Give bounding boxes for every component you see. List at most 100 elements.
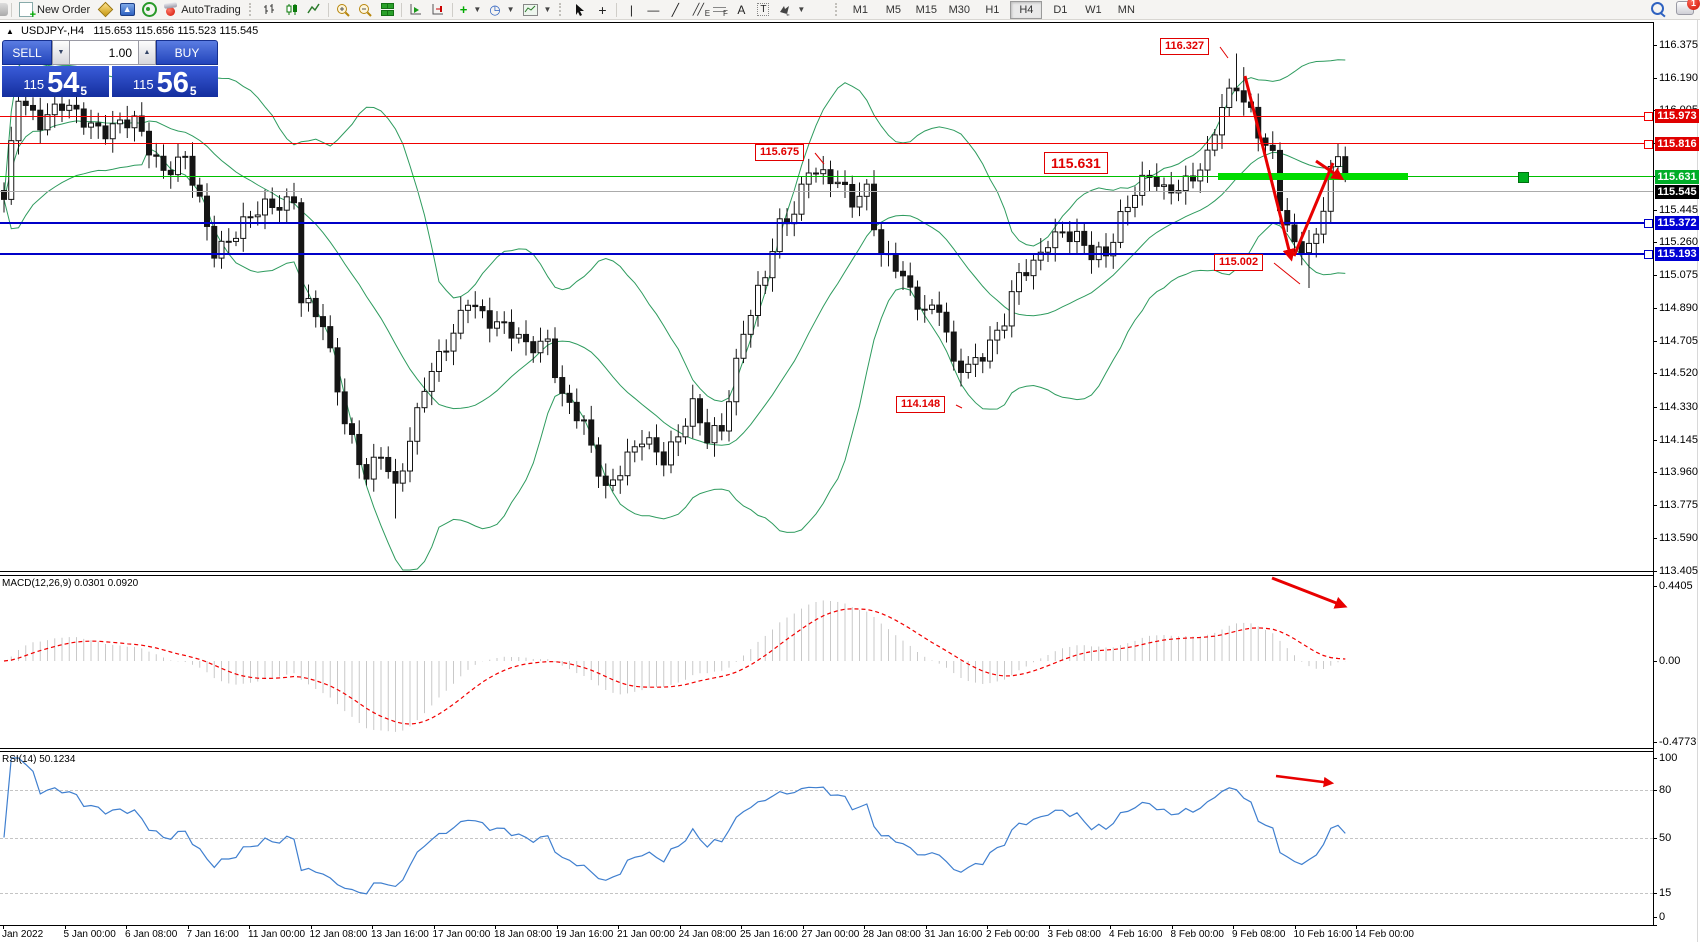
- rsi-level-line: [0, 837, 1653, 839]
- window-right-edge: [1697, 20, 1698, 942]
- label-tool-button[interactable]: T: [752, 2, 774, 18]
- timeframe-button-h4[interactable]: H4: [1010, 0, 1043, 19]
- toolbar-drag-handle[interactable]: [835, 3, 841, 16]
- hline-115.193[interactable]: [0, 253, 1653, 256]
- annotation-box[interactable]: 115.002: [1214, 254, 1264, 271]
- clipped-icon: [0, 3, 8, 16]
- new-order-button[interactable]: + New Order: [15, 1, 94, 21]
- rsi-level-line: [0, 893, 1653, 895]
- timeframe-button-mn[interactable]: MN: [1117, 3, 1135, 16]
- red-arrows-layer: [1243, 75, 1348, 788]
- chevron-down-icon: ▼: [797, 5, 806, 14]
- time-axis-line: [0, 925, 1657, 926]
- channel-icon: ╱╱ E: [692, 4, 710, 18]
- crosshair-tool-button[interactable]: +: [591, 2, 613, 18]
- price-tick: [1653, 439, 1657, 441]
- volume-decrease-button[interactable]: ▼: [52, 40, 70, 65]
- toolbar-drag-handle[interactable]: [248, 3, 255, 16]
- line-chart-icon: [307, 3, 320, 14]
- date-tick: [1110, 925, 1111, 929]
- zoom-out-button[interactable]: [354, 2, 376, 18]
- sell-price[interactable]: 115 54 5: [2, 66, 109, 98]
- publish-icon: ▲: [119, 3, 135, 16]
- zoom-in-button[interactable]: [332, 2, 354, 18]
- red-arrow: [1243, 75, 1295, 262]
- timeframe-button-h1[interactable]: H1: [985, 3, 1000, 16]
- main-macd-divider[interactable]: [0, 571, 1653, 572]
- buy-price[interactable]: 115 56 5: [111, 66, 218, 98]
- cursor-tool-button[interactable]: [569, 2, 591, 18]
- separator: [327, 2, 329, 17]
- hline-115.372[interactable]: [0, 221, 1653, 224]
- text-tool-button[interactable]: A: [730, 2, 752, 18]
- price-tick-label: 115.445: [1659, 203, 1698, 216]
- hline-handle[interactable]: [1644, 139, 1653, 149]
- hline-115.973[interactable]: [0, 115, 1653, 117]
- volume-increase-button[interactable]: ▲: [138, 40, 156, 65]
- price-tick: [1653, 373, 1657, 375]
- timeframe-button-m30[interactable]: M30: [948, 3, 971, 16]
- sell-button[interactable]: SELL: [2, 40, 52, 65]
- search-icon[interactable]: [1651, 1, 1664, 15]
- autotrading-button[interactable]: AutoTrading: [160, 1, 245, 19]
- timeframe-button-d1[interactable]: D1: [1053, 3, 1068, 16]
- price-tick-label: 113.960: [1659, 466, 1698, 479]
- timeframe-button-m15[interactable]: M15: [915, 3, 938, 16]
- indicators-button[interactable]: + ▼: [456, 1, 486, 19]
- date-tick: [433, 925, 435, 929]
- price-badge: 115.193: [1655, 247, 1699, 262]
- timeframe-button-w1[interactable]: W1: [1085, 3, 1102, 16]
- indicator-tick-label: 0.4405: [1659, 580, 1693, 593]
- green-band[interactable]: [1218, 173, 1408, 181]
- timeframe-button-m1[interactable]: M1: [852, 3, 868, 16]
- hline-handle[interactable]: [1644, 250, 1653, 260]
- line-chart-button[interactable]: [303, 2, 325, 18]
- tile-windows-button[interactable]: [376, 2, 398, 18]
- hline-handle[interactable]: [1644, 112, 1653, 122]
- chart-styles-button[interactable]: [94, 1, 116, 18]
- date-tick: [1356, 925, 1357, 929]
- buy-button[interactable]: BUY: [156, 40, 218, 65]
- trendline-tool-button[interactable]: ╱: [664, 2, 686, 18]
- green-band-handle[interactable]: [1518, 171, 1529, 183]
- fibonacci-tool-button[interactable]: F: [708, 2, 730, 18]
- notification-badge: 1: [1687, 0, 1700, 10]
- channel-tool-button[interactable]: ╱╱ E: [686, 2, 710, 18]
- volume-input[interactable]: [70, 40, 138, 65]
- date-tick: [618, 925, 619, 929]
- date-label: 14 Feb 00:00: [1355, 929, 1414, 940]
- hline-handle[interactable]: [1644, 218, 1653, 228]
- periods-button[interactable]: ◷ ▼: [485, 1, 518, 19]
- annotation-box[interactable]: 114.148: [896, 396, 946, 413]
- chart-shift-button[interactable]: [427, 2, 449, 18]
- shapes-tool-button[interactable]: ▼: [774, 1, 809, 19]
- auto-scroll-button[interactable]: [405, 2, 427, 18]
- macd-layer: [3, 600, 1346, 732]
- price-badge: 115.631: [1655, 169, 1699, 184]
- annotation-box[interactable]: 115.631: [1044, 152, 1108, 174]
- bar-chart-button[interactable]: [259, 2, 281, 18]
- templates-button[interactable]: ▼: [519, 1, 556, 19]
- tile-windows-icon: [381, 3, 395, 16]
- price-tick: [1653, 505, 1657, 507]
- annotation-box[interactable]: 116.327: [1160, 38, 1210, 55]
- date-label: 10 Feb 16:00: [1293, 929, 1353, 940]
- annotation-box[interactable]: 115.675: [755, 144, 805, 161]
- timeframe-button-m5[interactable]: M5: [885, 3, 901, 16]
- macd-rsi-divider[interactable]: [0, 748, 1653, 749]
- toolbar-drag-handle[interactable]: [559, 3, 565, 16]
- vertical-line-tool-button[interactable]: |: [620, 2, 642, 18]
- signals-button[interactable]: [138, 2, 160, 18]
- notifications-icon[interactable]: 1: [1676, 0, 1700, 15]
- horizontal-line-tool-button[interactable]: —: [642, 2, 664, 18]
- date-tick: [1171, 925, 1173, 929]
- publish-chart-button[interactable]: ▲: [116, 2, 138, 18]
- hline-115.816[interactable]: [0, 143, 1653, 145]
- hline-115.545[interactable]: [0, 191, 1653, 193]
- oneclick-toggle-icon[interactable]: ▲: [6, 27, 14, 36]
- candlestick-chart-button[interactable]: [281, 2, 303, 18]
